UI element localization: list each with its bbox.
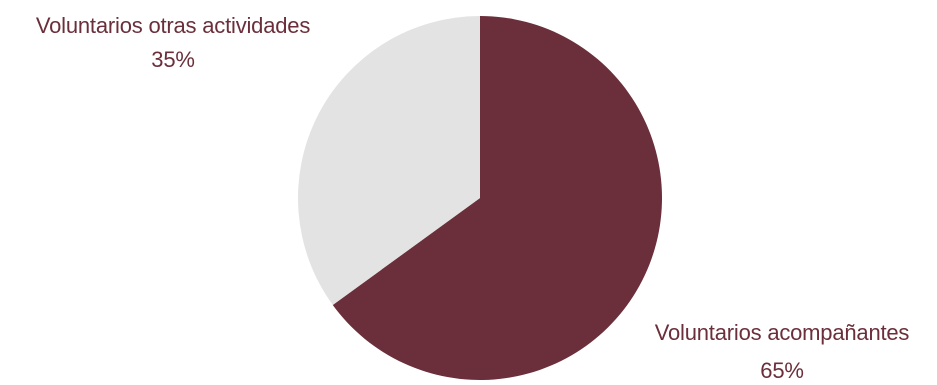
slice-value-1: 35% [151, 47, 194, 72]
slice-label-1: Voluntarios otras actividades [36, 13, 310, 38]
slice-value-0: 65% [760, 358, 803, 380]
pie-labels: Voluntarios acompañantes 65% Voluntarios o… [36, 13, 910, 383]
pie-slice-1 [297, 16, 480, 305]
slice-label-0: Voluntarios acompañantes [655, 320, 910, 345]
pie-slice-0 [332, 16, 662, 381]
pie-slices [297, 16, 662, 381]
